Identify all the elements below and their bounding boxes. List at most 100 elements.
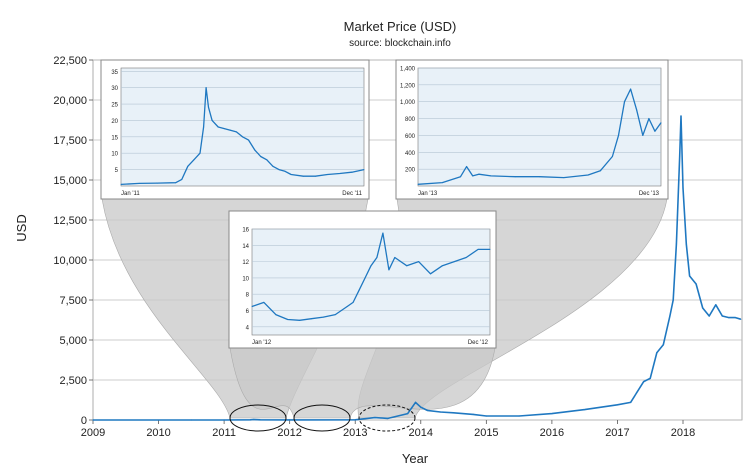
x-tick-label: 2018 bbox=[671, 427, 695, 439]
inset-point bbox=[441, 265, 443, 267]
price-point bbox=[630, 401, 632, 403]
inset-point bbox=[599, 170, 601, 172]
price-point bbox=[289, 419, 291, 421]
inset-point bbox=[370, 265, 372, 267]
x-tick-label: 2012 bbox=[277, 427, 301, 439]
y-tick-label: 15,000 bbox=[53, 175, 87, 187]
inset-point bbox=[406, 265, 408, 267]
inset-point bbox=[193, 159, 195, 161]
price-point bbox=[715, 304, 717, 306]
inset-point bbox=[490, 175, 492, 177]
inset-point bbox=[382, 232, 384, 234]
inset-point bbox=[587, 174, 589, 176]
zoom-ellipse-2012 bbox=[293, 404, 351, 432]
inset-y-tick-label: 16 bbox=[242, 228, 249, 234]
price-point bbox=[721, 315, 723, 317]
inset-point bbox=[358, 289, 360, 291]
y-tick-label: 7,500 bbox=[59, 295, 87, 307]
x-tick-label: 2010 bbox=[146, 427, 170, 439]
inset-point bbox=[472, 175, 474, 177]
x-tick-label: 2013 bbox=[343, 427, 367, 439]
inset-point bbox=[478, 173, 480, 175]
inset-y-tick-label: 15 bbox=[111, 135, 118, 141]
inset-y-tick-label: 30 bbox=[111, 86, 118, 92]
inset-point bbox=[624, 101, 625, 103]
main-series bbox=[92, 115, 742, 421]
price-point bbox=[92, 419, 94, 421]
y-tick-label: 10,000 bbox=[53, 255, 87, 267]
inset-y-tick-label: 4 bbox=[246, 325, 250, 331]
inset-point bbox=[654, 130, 656, 132]
inset-point bbox=[465, 257, 467, 258]
inset-y-tick-label: 20 bbox=[111, 119, 118, 125]
inset-x-tick-label: Jan '13 bbox=[418, 191, 438, 197]
inset-x-tick-label: Jan '11 bbox=[121, 191, 140, 197]
inset-point bbox=[394, 257, 396, 258]
inset-plot-area bbox=[120, 67, 365, 187]
inset-point bbox=[175, 182, 177, 184]
price-point bbox=[387, 417, 389, 419]
inset-y-tick-label: 25 bbox=[111, 103, 118, 109]
x-tick-label: 2015 bbox=[474, 427, 498, 439]
inset-point bbox=[489, 248, 491, 250]
inset-point bbox=[275, 314, 277, 316]
inset-point bbox=[314, 175, 316, 177]
inset-point bbox=[251, 306, 253, 307]
inset-y-tick-label: 1,200 bbox=[400, 83, 416, 89]
inset-point bbox=[346, 306, 348, 307]
inset-point bbox=[339, 173, 341, 174]
inset-point bbox=[203, 126, 205, 128]
price-point bbox=[689, 275, 691, 277]
price-point bbox=[584, 409, 586, 411]
inset-y-tick-label: 5 bbox=[115, 168, 119, 174]
inset-y-tick-label: 1,000 bbox=[400, 100, 416, 106]
price-point bbox=[354, 419, 356, 421]
price-point bbox=[740, 318, 742, 320]
price-point bbox=[734, 317, 737, 319]
inset-point bbox=[211, 119, 213, 121]
inset-2013: 200 400 600 800 1,000 1,200 1,400 Jan '13 Dec '1… bbox=[395, 59, 669, 200]
inset-2011: 5 10 15 20 25 30 35 Jan '11 Dec '11 bbox=[100, 59, 370, 200]
inset-point bbox=[363, 169, 365, 171]
inset-y-tick-label: 6 bbox=[246, 309, 250, 315]
x-axis-label: Year bbox=[402, 451, 429, 466]
price-point bbox=[223, 419, 225, 421]
inset-point bbox=[466, 166, 468, 168]
inset-y-tick-label: 1,400 bbox=[400, 67, 416, 73]
price-point bbox=[616, 404, 619, 406]
inset-point bbox=[284, 170, 286, 172]
zoom-ellipse-2011 bbox=[229, 404, 287, 432]
inset-point bbox=[418, 261, 420, 263]
price-point bbox=[259, 419, 261, 421]
inset-x-tick-label: Dec '11 bbox=[342, 191, 362, 197]
inset-y-tick-label: 800 bbox=[405, 117, 416, 123]
inset-point bbox=[514, 176, 516, 178]
insets: 5 10 15 20 25 30 35 Jan '11 Dec '11 4 6 8 10 12 14 16 Ja… bbox=[100, 59, 669, 349]
price-point bbox=[662, 344, 664, 346]
zoom-ellipses bbox=[229, 404, 416, 432]
inset-point bbox=[229, 129, 231, 131]
price-point bbox=[426, 409, 428, 411]
inset-point bbox=[477, 248, 479, 250]
inset-point bbox=[322, 316, 324, 318]
inset-point bbox=[364, 277, 366, 279]
price-point bbox=[675, 243, 678, 245]
inset-point bbox=[611, 156, 613, 157]
inset-point bbox=[642, 134, 644, 136]
inset-point bbox=[417, 183, 419, 185]
inset-point bbox=[217, 126, 219, 128]
y-tick-label: 20,000 bbox=[53, 95, 87, 107]
inset-point bbox=[648, 118, 650, 120]
inset-point bbox=[290, 174, 292, 175]
inset-y-tick-label: 400 bbox=[405, 151, 416, 157]
price-point bbox=[702, 307, 704, 309]
inset-point bbox=[138, 182, 140, 184]
price-point bbox=[656, 352, 658, 354]
price-point bbox=[679, 155, 681, 157]
price-point bbox=[643, 381, 645, 383]
inset-y-tick-label: 35 bbox=[111, 70, 118, 76]
inset-point bbox=[248, 139, 250, 141]
inset-point bbox=[453, 261, 455, 263]
inset-point bbox=[311, 318, 312, 320]
price-point bbox=[453, 412, 455, 414]
